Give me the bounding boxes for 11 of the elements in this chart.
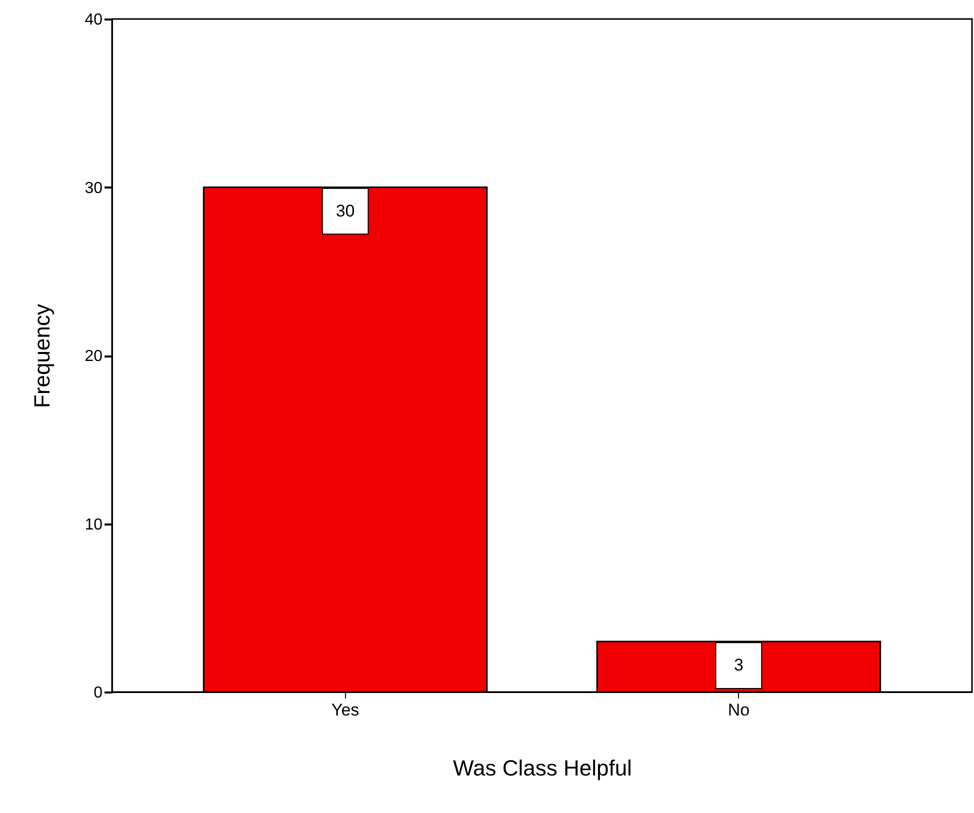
y-tick-label: 10: [84, 516, 103, 534]
x-tick-label: No: [728, 700, 750, 720]
y-tick-label: 40: [84, 12, 103, 28]
x-axis-title: Was Class Helpful: [453, 756, 632, 780]
y-tick-label: 30: [84, 180, 103, 197]
y-tick-label: 0: [94, 684, 103, 702]
y-axis-title: Frequency: [30, 304, 55, 408]
y-tick-label: 20: [84, 348, 103, 365]
x-tick-label: Yes: [331, 700, 360, 720]
data-label: 3: [734, 656, 744, 675]
data-label: 30: [336, 201, 355, 220]
